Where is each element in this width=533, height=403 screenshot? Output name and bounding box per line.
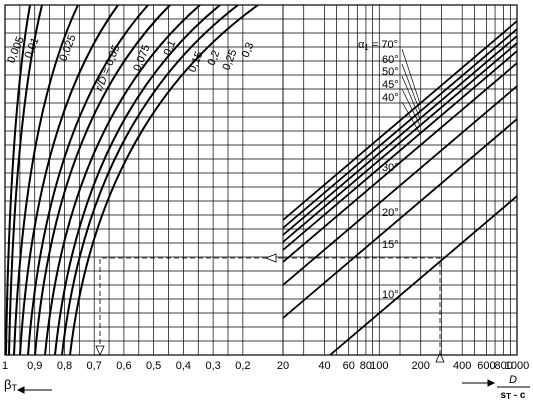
angle-line [282,28,518,229]
curve [27,4,149,356]
value: 15° [382,239,399,251]
value: 0,1 [161,39,178,58]
den-rest: - c [511,390,526,401]
angle-label: 40° [382,92,399,104]
x-tick-label: 0,4 [176,360,191,372]
x-tick-label: 600 [477,360,495,372]
arrow [95,345,105,356]
curve-label: r/D = 0,05 [93,43,122,93]
leader [401,75,421,119]
angle-line [282,62,518,263]
value: 45° [382,79,399,91]
angle-label: α1 = 70° [358,39,398,52]
prefix-rest: = [369,39,382,51]
x-tick-label: 0,7 [87,360,102,372]
curve [61,4,239,356]
angle-label: 20° [382,207,399,219]
value: 10° [382,289,399,301]
example-path-left [99,257,283,355]
curve-label: 0,1 [161,39,178,58]
x-tick-label: 800 [494,360,512,372]
x-tick-label: 100 [370,360,388,372]
value: 60° [382,54,399,66]
angle-line [329,195,518,356]
x-tick-label: 20 [277,360,289,372]
x-tick-label: 1 [2,360,8,372]
right-arrow [462,379,496,387]
curve [44,4,201,356]
den: s [501,390,507,401]
leader [401,63,421,112]
angle-line [282,118,518,319]
example-path-right [283,257,441,355]
curve [8,4,43,356]
angle-line [282,20,518,221]
x-tick-label: 0,9 [27,360,42,372]
leader [401,48,421,104]
x-tick-label: 80 [360,360,372,372]
angle-label: 10° [382,289,399,301]
arrow [435,352,445,363]
prefix: α [358,39,365,51]
curve [13,4,79,356]
right-axis-num: D [509,374,517,386]
x-tick-label: 0,2 [235,360,250,372]
x-tick-label: 0,6 [116,360,131,372]
angle-line [282,35,518,236]
curve [5,4,31,356]
value: 0,25 [220,48,239,72]
angle-label: 30° [382,162,399,174]
prefix-sub: 1 [364,43,369,52]
curve-label: 0,025 [57,33,78,63]
label-sub: T [11,383,17,393]
leader [401,88,421,126]
label: β [4,377,11,392]
frame [4,4,518,356]
curve [69,4,259,356]
x-tick-label: 200 [412,360,430,372]
right-axis-den: sT - c [501,390,526,401]
value: 0,3 [239,41,256,60]
value: 0,2 [205,49,222,68]
curve-label: 0,25 [220,48,239,72]
curve-label: 0,2 [205,49,222,68]
angle-label: 15° [382,239,399,251]
x-tick-label: 0,3 [205,360,220,372]
value: 20° [382,207,399,219]
curve-label: 0,3 [239,41,256,60]
left-arrow [16,386,52,394]
x-tick-label: 1000 [505,360,529,372]
angle-line [282,42,518,243]
angle-label: 60° [382,54,399,66]
value: 40° [382,92,399,104]
den-sub: T [506,392,511,401]
angle-label: 45° [382,79,399,91]
value: 50° [382,66,399,78]
x-tick-label: 60 [343,360,355,372]
curve [19,4,119,356]
x-tick-label: 400 [453,360,471,372]
angle-line [282,50,518,251]
x-tick-label: 0,8 [57,360,72,372]
curve [54,4,221,356]
x-tick-label: 0,5 [146,360,161,372]
arrow [264,253,277,263]
value: 70° [381,39,398,51]
value: 0,025 [57,33,78,63]
curve [34,4,171,356]
left-axis-label: βT [4,377,17,393]
angle-line [282,85,518,286]
x-tick-label: 40 [318,360,330,372]
leader [401,101,421,134]
value: 30° [382,162,399,174]
angle-label: 50° [382,66,399,78]
